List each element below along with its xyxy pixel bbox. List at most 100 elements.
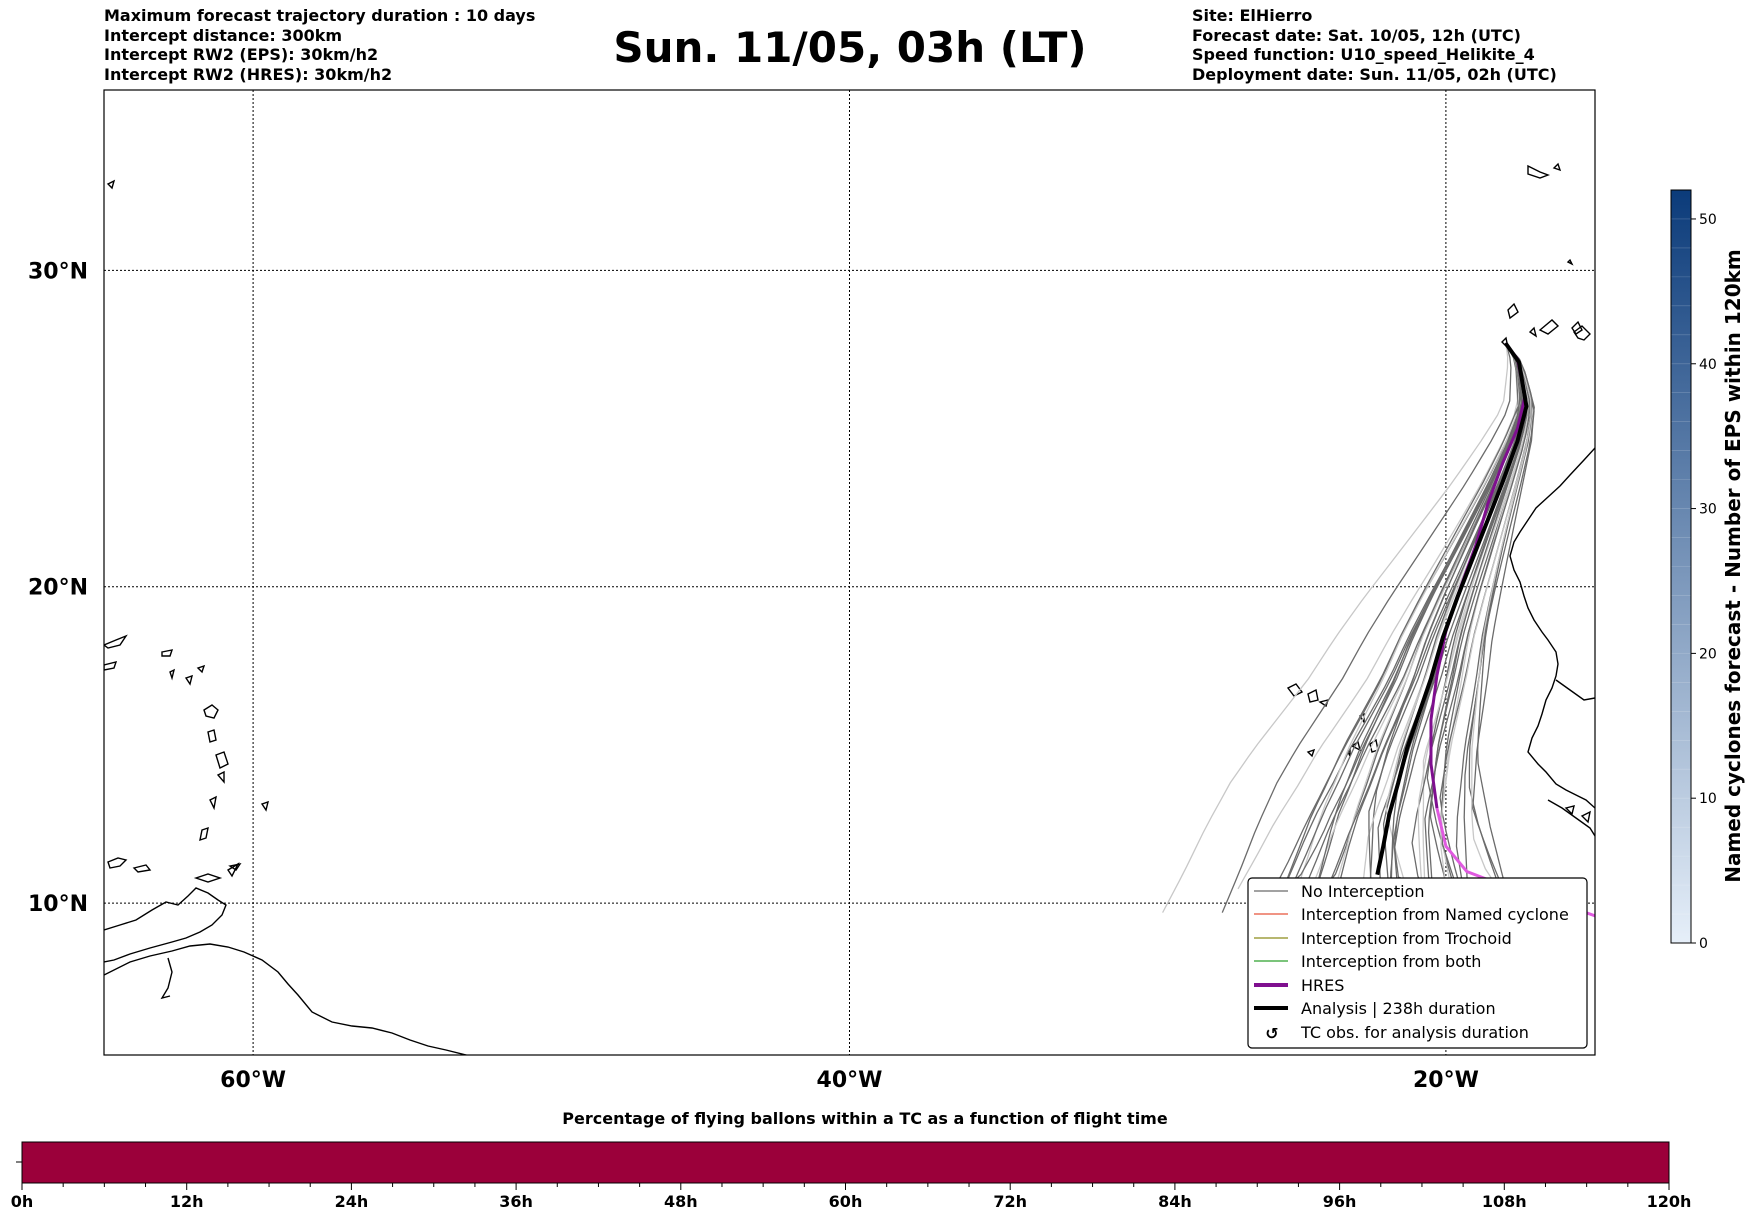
bissagos [1564,805,1575,816]
legend-item-no-interception: No Interception [1254,882,1425,901]
colorbar-frame [1670,189,1692,944]
intercept-distance-text: Intercept distance: 300km [104,25,343,45]
lesser-antilles-5 [216,770,225,784]
percentage-bar-tick-label: 12h [170,1192,204,1211]
senegal-coast [1555,679,1595,701]
ensemble-track [1426,342,1529,899]
venezuela-coast [104,887,227,963]
intercept-hres-text: Intercept RW2 (HRES): 30km/h2 [104,64,393,84]
percentage-bar-tick-label: 72h [993,1192,1027,1211]
barbados [260,800,269,812]
lesser-antilles-4 [215,751,229,769]
legend-label: Interception from both [1301,952,1481,971]
legend-label: TC obs. for analysis duration [1300,1023,1529,1042]
analysis-track [1375,341,1529,876]
percentage-bar-tick-label: 0h [11,1192,34,1211]
map-frame [103,89,1596,1056]
legend-item-analysis: Analysis | 238h duration [1254,999,1496,1018]
page-title: Sun. 11/05, 03h (LT) [613,23,1087,72]
puerto-rico [161,649,174,657]
legend-item-both: Interception from both [1254,952,1481,971]
bermuda [106,179,116,190]
lesser-antilles-6 [209,795,217,811]
cape-verde-5 [1350,740,1362,752]
canary-fuerteventura [1538,319,1560,335]
guinea-coast [1547,799,1595,837]
lesser-antilles-3 [207,729,217,743]
ensemble-track [1254,342,1519,909]
legend-label: Interception from Named cyclone [1301,905,1569,924]
colorbar-tick-label: 0 [1699,936,1708,952]
percentage-bar-tick-label: 24h [335,1192,369,1211]
percentage-bar-tick-label: 108h [1482,1192,1527,1211]
canary-gran-canaria [1528,326,1538,338]
legend-label: Analysis | 238h duration [1301,999,1496,1018]
ensemble-track [1274,342,1520,928]
colorbar-bands [1671,218,1691,944]
cuba-tip [104,661,118,671]
lon-axis: 60°W 40°W 20°W [220,1068,1479,1093]
lesser-antilles-10 [107,857,128,869]
speed-function-text: Speed function: U10_speed_Helikite_4 [1192,45,1535,64]
bissagos-2 [1580,810,1591,824]
deployment-date-text: Deployment date: Sun. 11/05, 02h (UTC) [1192,64,1557,84]
ensemble-track [1162,342,1509,913]
hispaniola [104,634,128,649]
lat-tick-label: 20°N [28,576,88,601]
percentage-bar-tick-label: 60h [829,1192,863,1211]
lesser-antilles-2 [203,704,219,719]
percentage-bar-title: Percentage of flying ballons within a TC… [562,1109,1168,1128]
percentage-bar-fill [21,1141,1670,1184]
cape-verde-8 [1306,748,1316,758]
colorbar-title: Named cyclones forecast - Number of EPS … [1721,249,1745,883]
canary-tenerife [1507,302,1519,320]
intercept-eps-text: Intercept RW2 (EPS): 30km/h2 [104,45,379,64]
lon-tick-label: 40°W [817,1068,883,1093]
legend-box [1247,877,1588,1049]
porto-santo [1552,162,1562,172]
lesser-antilles-12 [193,873,223,883]
colorbar-tick-label: 50 [1699,212,1717,228]
percentage-bar: Percentage of flying ballons within a TC… [11,1109,1692,1211]
legend-label: Interception from Trochoid [1301,929,1512,948]
percentage-bar-tick-label: 120h [1647,1192,1692,1211]
colorbar-ticks: 0 10 20 30 40 50 [1691,212,1717,952]
lesser-antilles-1 [196,664,206,674]
percentage-bar-tick-label: 96h [1323,1192,1357,1211]
colorbar-tick-label: 10 [1699,791,1717,807]
legend-label: HRES [1301,976,1344,995]
cape-verde-2 [1307,688,1319,703]
lon-tick-label: 60°W [220,1068,286,1093]
coastlines [104,162,1595,1055]
percentage-bar-tick-label: 84h [1158,1192,1192,1211]
africa-coast [1509,447,1595,809]
cape-verde-1 [1286,683,1304,697]
lesser-antilles-8 [169,668,176,681]
south-america-coast [104,943,469,1055]
percentage-bar-tick-label: 36h [499,1192,533,1211]
azores-tip [1566,258,1574,266]
legend-item-trochoid: Interception from Trochoid [1254,929,1512,948]
percentage-bar-ticks: 0h 12h 24h 36h 48h 60h 72h 84h 96h 108h 120h [11,1183,1692,1211]
lesser-antilles-11 [132,864,152,873]
colorbar-tick-label: 40 [1699,357,1717,373]
ensemble-track [1472,342,1547,900]
lesser-antilles-13 [228,862,242,871]
legend-label: No Interception [1301,882,1425,901]
legend-item-hres: HRES [1254,976,1344,995]
legend-item-tc-obs: ↺ TC obs. for analysis duration [1265,1023,1529,1043]
header-right-info: Site: ElHierro Forecast date: Sat. 10/05… [1192,6,1557,84]
colorbar: 0 10 20 30 40 50 Named cyclones forecast - Nu… [1670,189,1745,952]
lesser-antilles-9 [184,674,193,686]
tc-symbol-icon: ↺ [1265,1024,1278,1043]
ensemble-track [1271,342,1522,899]
lake-maracaibo [160,957,173,1000]
site-text: Site: ElHierro [1192,6,1313,25]
lesser-antilles-7 [199,826,209,842]
header-left-info: Maximum forecast trajectory duration : 1… [104,6,535,84]
forecast-date-text: Forecast date: Sat. 10/05, 12h (UTC) [1192,25,1521,45]
legend: No Interception Interception from Named … [1247,877,1588,1049]
lat-axis: 30°N 20°N 10°N [28,259,88,917]
lat-tick-label: 10°N [28,892,88,917]
